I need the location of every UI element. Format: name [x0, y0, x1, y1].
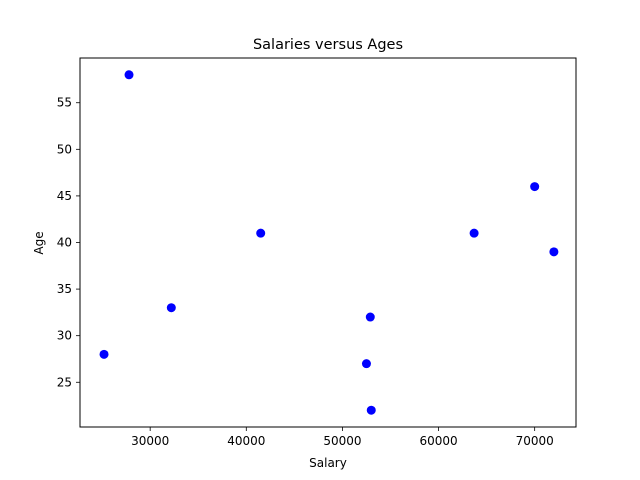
chart-title: Salaries versus Ages	[253, 37, 403, 53]
y-tick-label: 35	[57, 282, 72, 296]
ticks-layer: 30000 40000 50000 60000 70000 25 30 35 40 45 50 55	[57, 96, 554, 448]
y-tick-label: 45	[57, 189, 72, 203]
scatter-point	[469, 228, 479, 238]
y-tick-label: 40	[57, 236, 72, 250]
y-tick-label: 30	[57, 329, 72, 343]
x-tick-label: 60000	[419, 434, 457, 448]
x-tick-label: 30000	[131, 434, 169, 448]
x-tick-label: 40000	[227, 434, 265, 448]
y-tick-label: 55	[57, 96, 72, 110]
plot-frame	[79, 57, 577, 428]
x-tick-label: 50000	[323, 434, 361, 448]
scatter-point	[124, 70, 134, 80]
scatter-point	[365, 312, 375, 322]
scatter-point	[366, 405, 376, 415]
y-axis-label: Age	[32, 231, 46, 254]
y-tick-label: 25	[57, 375, 72, 389]
scatter-point	[549, 247, 559, 257]
scatter-point	[361, 359, 371, 369]
scatter-point	[166, 303, 176, 313]
y-tick-label: 50	[57, 142, 72, 156]
x-tick-label: 70000	[516, 434, 554, 448]
points-layer	[99, 70, 559, 415]
x-axis-label: Salary	[309, 456, 347, 470]
scatter-point	[99, 349, 109, 359]
scatter-point	[530, 182, 540, 192]
scatter-point	[256, 228, 266, 238]
